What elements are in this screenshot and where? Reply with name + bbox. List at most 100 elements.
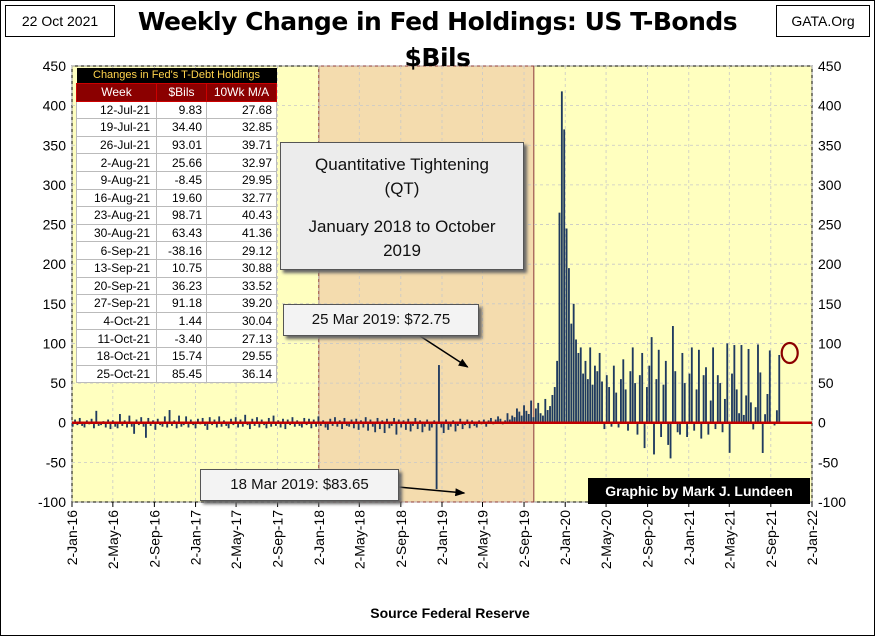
data-bar: [163, 416, 166, 423]
data-bar: [74, 419, 76, 423]
y-tick-label-left: 300: [43, 177, 67, 193]
data-bar: [679, 422, 681, 435]
table-header-week: Week: [76, 83, 157, 102]
table-cell: 27.68: [206, 100, 277, 120]
data-bar: [308, 418, 310, 423]
data-bar: [364, 417, 367, 423]
data-bar: [728, 422, 731, 453]
data-bar: [404, 422, 407, 430]
data-bar: [768, 350, 771, 423]
data-bar: [485, 422, 488, 427]
table-row: 23-Aug-21 98.71 40.43: [76, 206, 277, 225]
data-bar: [752, 422, 755, 430]
data-bar: [742, 414, 745, 423]
y-tick-label-right: 300: [818, 177, 842, 193]
data-bar: [324, 422, 327, 428]
callout-mar18: 18 Mar 2019: $83.65: [200, 469, 399, 501]
data-bar: [525, 410, 528, 423]
table-row: 19-Jul-21 34.40 32.85: [76, 118, 277, 137]
data-bar: [435, 422, 438, 490]
data-bar: [116, 422, 119, 429]
data-bar: [206, 422, 209, 430]
table-cell: 40.43: [206, 206, 277, 225]
data-bar: [445, 419, 447, 423]
y-tick-label-left: 200: [43, 256, 67, 272]
data-bar: [735, 389, 738, 423]
data-bar: [147, 417, 150, 423]
table-cell: 32.77: [206, 188, 277, 208]
data-bar: [397, 419, 400, 423]
data-bar: [357, 422, 360, 430]
table-caption: Changes in Fed's T-Debt Holdings: [76, 68, 277, 84]
data-bar: [310, 422, 313, 429]
data-bar: [71, 422, 74, 427]
data-bar: [97, 422, 100, 426]
data-bar: [591, 384, 594, 423]
table-cell: 39.20: [206, 294, 277, 313]
data-bar: [166, 422, 169, 428]
data-bar: [662, 384, 665, 423]
y-tick-label-left: 450: [43, 58, 67, 74]
data-bar: [615, 392, 618, 423]
data-bar: [456, 422, 459, 426]
callout-mar25: 25 Mar 2019: $72.75: [283, 304, 479, 336]
data-bar: [664, 360, 667, 423]
data-bar: [284, 422, 287, 430]
data-bar: [426, 419, 429, 423]
data-bar: [383, 422, 386, 434]
table-row: 13-Sep-21 10.75 30.88: [76, 258, 277, 278]
x-tick-label: 2-Jan-18: [311, 510, 327, 565]
data-bar: [761, 422, 764, 453]
data-bar: [773, 422, 776, 426]
data-bar: [421, 422, 424, 433]
data-bar: [709, 400, 712, 423]
data-bar: [721, 422, 724, 433]
data-bar: [653, 422, 655, 455]
data-bar: [778, 354, 781, 423]
table-row: 12-Jul-21 9.83 27.68: [76, 100, 277, 120]
data-bar: [645, 387, 648, 423]
data-bar: [128, 415, 131, 423]
table-cell: 12-Jul-21: [76, 100, 157, 120]
table-cell: 9-Aug-21: [76, 170, 157, 190]
table-cell: -8.45: [156, 170, 207, 190]
data-bar: [690, 347, 693, 423]
data-bar: [345, 422, 348, 426]
data-bar: [140, 417, 143, 423]
data-bar: [109, 422, 112, 430]
holdings-table: Changes in Fed's T-Debt Holdings Week $B…: [76, 68, 277, 384]
table-cell: 91.18: [156, 294, 207, 313]
data-bar: [568, 268, 570, 423]
data-bar: [539, 413, 542, 423]
table-row: 20-Sep-21 36.23 33.52: [76, 276, 277, 296]
data-bar: [187, 422, 190, 428]
table-cell: 9.83: [156, 100, 207, 120]
data-bar: [473, 422, 476, 426]
x-tick-label: 2-Sep-19: [516, 510, 532, 568]
data-bar: [258, 422, 261, 428]
data-bar: [244, 414, 247, 423]
table-cell: 19-Jul-21: [76, 118, 157, 137]
data-bar: [726, 343, 729, 423]
data-bar: [149, 422, 152, 426]
y-tick-label-right: 150: [818, 296, 842, 312]
data-bar: [511, 415, 514, 423]
data-bar: [681, 352, 684, 423]
data-bar: [104, 422, 107, 428]
data-bar: [293, 422, 296, 427]
y-tick-label-left: 0: [58, 415, 66, 431]
data-bar: [629, 371, 632, 423]
table-row: 2-Aug-21 25.66 32.97: [76, 153, 277, 172]
data-bar: [582, 373, 585, 423]
data-bar: [556, 360, 559, 423]
data-bar: [560, 91, 563, 423]
y-tick-label-left: 50: [50, 375, 66, 391]
data-bar: [390, 422, 393, 426]
table-cell: 13-Sep-21: [76, 258, 157, 278]
data-bar: [272, 415, 275, 423]
table-cell: 29.95: [206, 170, 277, 190]
data-bar: [178, 415, 180, 423]
data-bar: [695, 389, 698, 423]
x-tick-label: 2-May-20: [598, 510, 614, 569]
data-bar: [631, 347, 634, 423]
